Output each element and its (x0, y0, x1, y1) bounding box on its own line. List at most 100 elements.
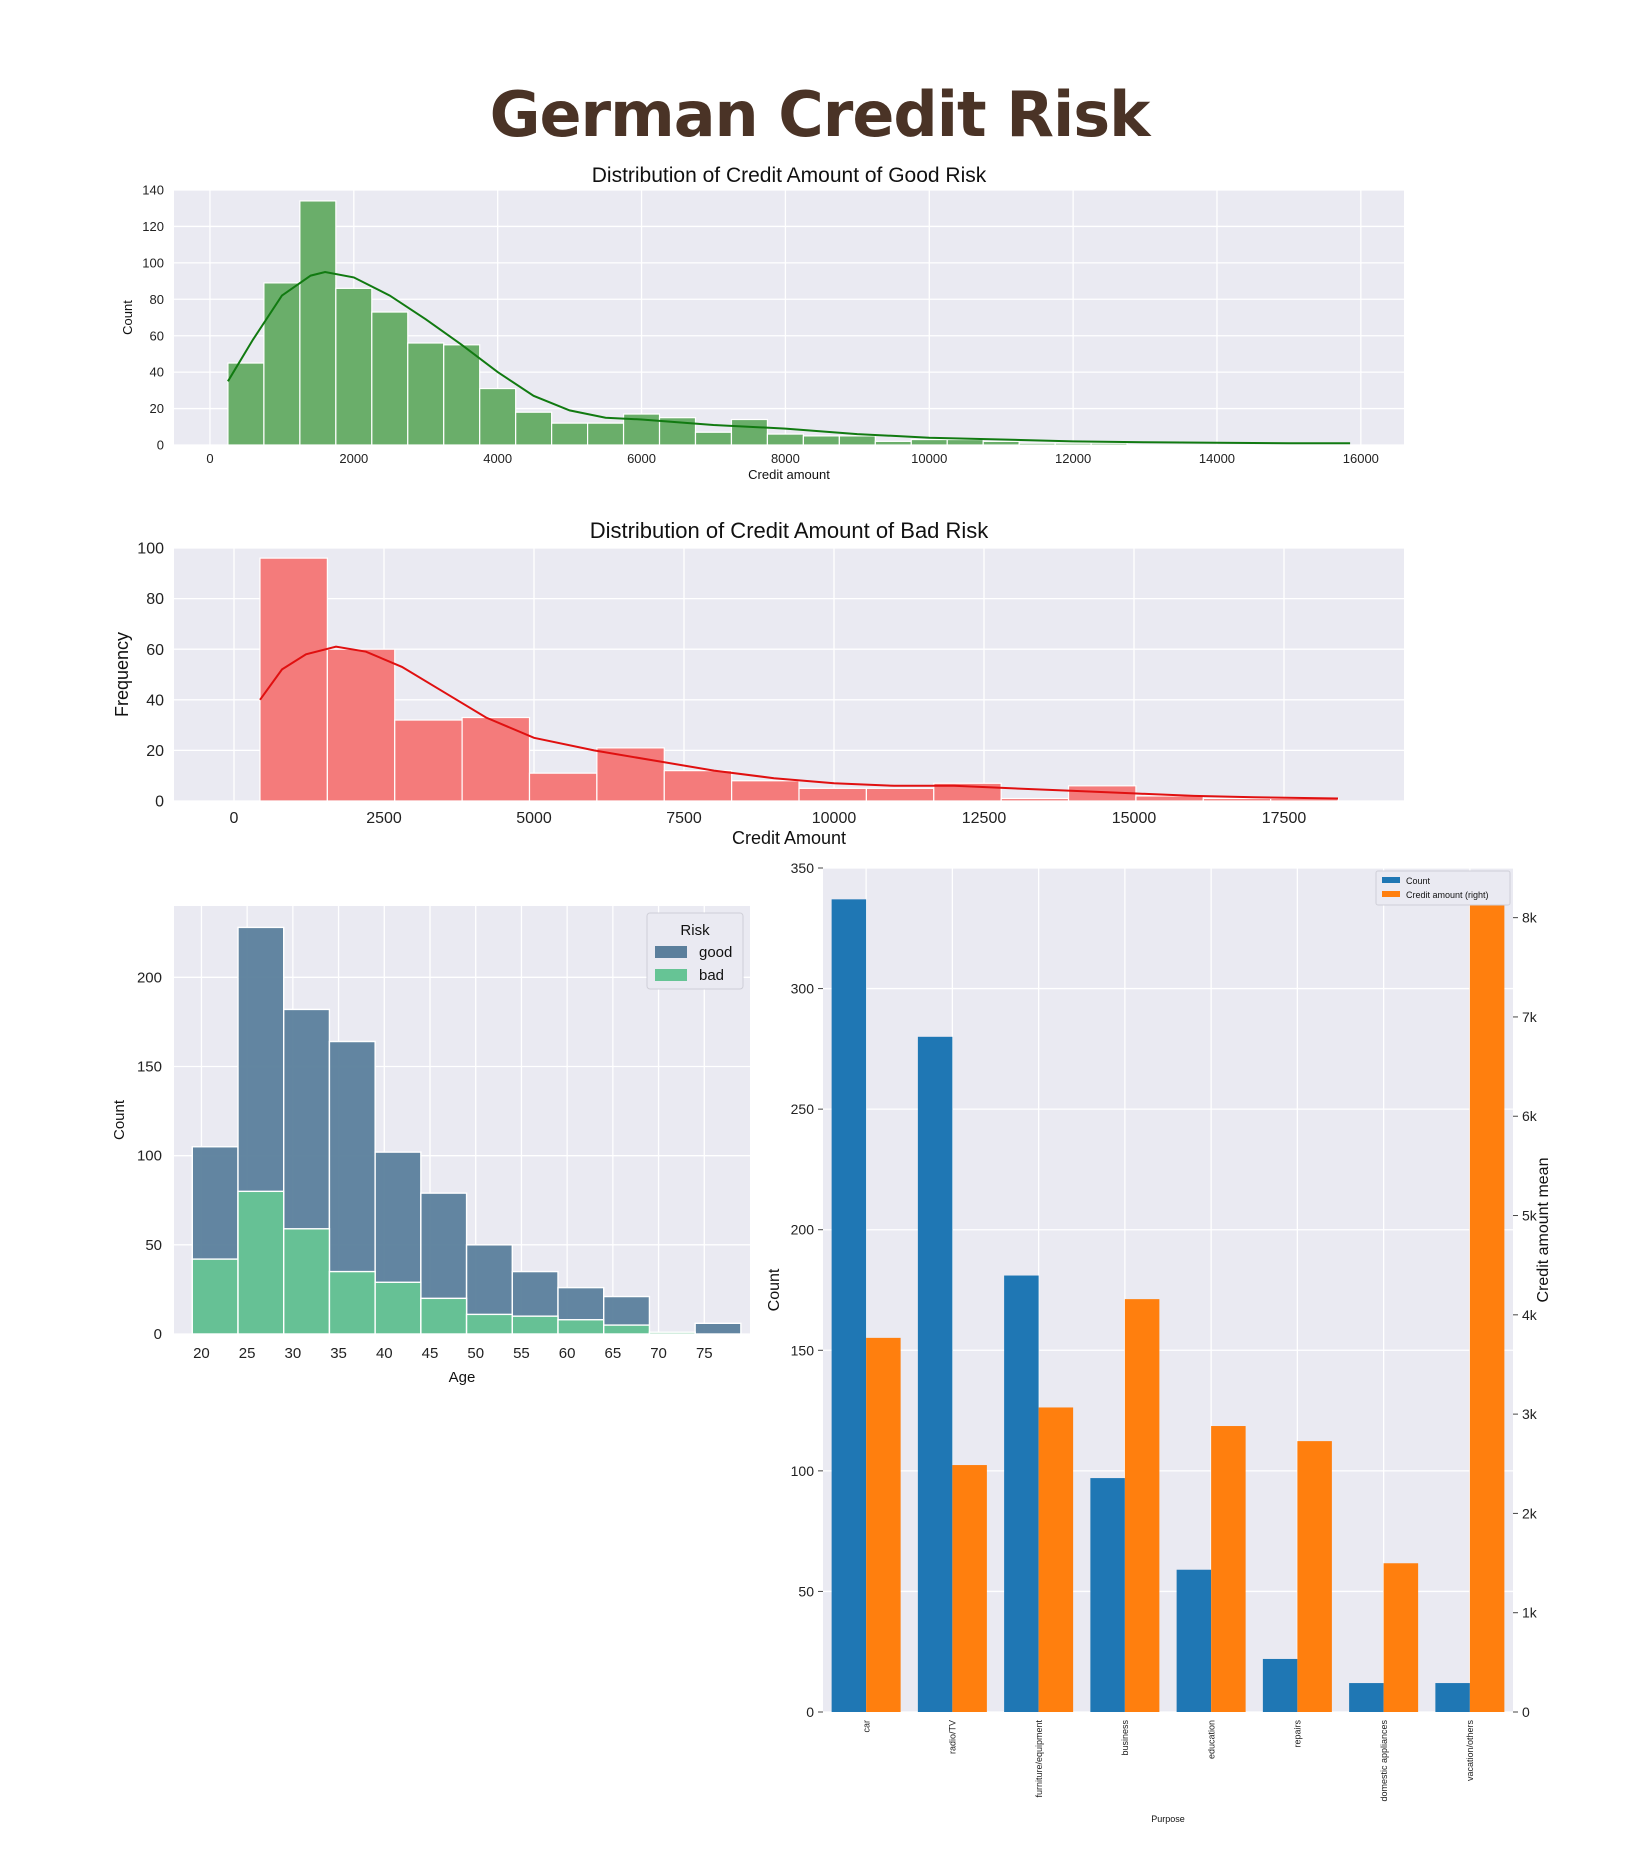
y-tick-label: 0 (806, 1704, 814, 1720)
x-tick-label: 70 (650, 1345, 667, 1362)
y-tick-label: 100 (137, 1148, 162, 1165)
count-bar (831, 899, 867, 1712)
y-tick-label: 60 (146, 642, 164, 659)
histogram-bar (479, 387, 517, 446)
histogram-bar (407, 342, 445, 446)
x-tick-label: 10000 (911, 451, 947, 466)
y-tick-label: 50 (145, 1237, 162, 1254)
age-bar-bad (283, 1228, 331, 1335)
histogram-bar (663, 770, 733, 802)
x-tick-label: 0 (230, 810, 239, 827)
x-axis-label: Credit amount (748, 467, 830, 482)
y-tick-label: 200 (791, 1222, 815, 1238)
x-tick-label: 12500 (962, 810, 1007, 827)
y-right-tick-label: 2k (1522, 1505, 1538, 1521)
credit-amount-bar (1297, 1441, 1332, 1712)
histogram-bar (335, 287, 373, 446)
x-tick-label: repairs (1293, 1720, 1303, 1748)
count-bar (1349, 1683, 1384, 1712)
legend-box (1375, 870, 1511, 906)
histogram-bar (730, 418, 769, 446)
credit-amount-bar (1124, 1299, 1160, 1712)
x-tick-label: 6000 (627, 451, 656, 466)
y-right-tick-label: 3k (1522, 1406, 1538, 1422)
y-tick-label: 140 (142, 183, 164, 198)
histogram-bar (299, 200, 337, 446)
x-tick-label: 8000 (771, 451, 800, 466)
count-bar (1435, 1683, 1470, 1712)
y-tick-label: 100 (142, 255, 164, 270)
x-tick-label: domestic appliances (1379, 1720, 1389, 1802)
x-tick-label: furniture/equipment (1034, 1720, 1044, 1798)
x-axis-label: Purpose (1151, 1814, 1185, 1824)
y-right-tick-label: 8k (1522, 910, 1538, 926)
x-tick-label: education (1206, 1720, 1216, 1759)
y-right-tick-label: 0 (1522, 1704, 1530, 1720)
y-tick-label: 150 (791, 1342, 815, 1358)
y-tick-label: 250 (791, 1101, 815, 1117)
y-axis-label: Count (120, 300, 135, 335)
x-tick-label: 25 (239, 1345, 256, 1362)
legend-label: Credit amount (right) (1406, 890, 1489, 900)
y-tick-label: 150 (137, 1059, 162, 1076)
x-tick-label: vacation/others (1465, 1720, 1475, 1782)
y-tick-label: 0 (157, 438, 164, 453)
count-bar (917, 1036, 953, 1712)
x-tick-label: car (861, 1720, 871, 1733)
legend-swatch (1382, 877, 1400, 883)
histogram-bar (326, 648, 396, 802)
y-tick-label: 100 (137, 541, 164, 558)
count-bar (1090, 1478, 1125, 1712)
age-bar-bad (648, 1331, 696, 1335)
chart-title: Distribution of Credit Amount of Good Ri… (592, 164, 987, 187)
x-tick-label: 45 (422, 1345, 439, 1362)
credit-amount-bar (952, 1465, 987, 1712)
page-title: German Credit Risk (489, 78, 1151, 151)
x-tick-label: 35 (330, 1345, 347, 1362)
chart-title: Distribution of Credit Amount of Bad Ris… (590, 518, 990, 543)
legend-swatch-bad (655, 969, 687, 981)
legend-label: Count (1406, 876, 1431, 886)
x-tick-label: 55 (513, 1345, 530, 1362)
x-tick-label: 60 (559, 1345, 576, 1362)
age-bar-good (694, 1322, 742, 1335)
count-bar (1176, 1569, 1212, 1712)
y-right-axis-label: Credit amount mean (1535, 1158, 1552, 1303)
x-axis-label: Credit Amount (732, 828, 846, 848)
x-tick-label: 20 (193, 1345, 210, 1362)
credit-amount-bar (1211, 1426, 1246, 1712)
x-tick-label: radio/TV (948, 1720, 958, 1754)
count-bar (1004, 1275, 1039, 1712)
x-tick-label: 16000 (1343, 451, 1379, 466)
x-tick-label: 7500 (666, 810, 702, 827)
y-tick-label: 300 (791, 981, 815, 997)
x-tick-label: 4000 (483, 451, 512, 466)
kde-line (259, 645, 1339, 800)
y-tick-label: 20 (146, 743, 164, 760)
kde-line (227, 270, 1351, 445)
x-tick-label: 75 (696, 1345, 713, 1362)
histogram-bar (443, 344, 481, 446)
histogram-bar (227, 362, 265, 446)
count-bar (1262, 1658, 1298, 1712)
histogram-bar (528, 772, 598, 802)
credit-amount-bar (866, 1337, 901, 1712)
age-bar-bad (191, 1258, 239, 1335)
credit-amount-bar (1383, 1563, 1419, 1712)
histogram-bar (263, 282, 301, 446)
age-bar-bad (237, 1190, 285, 1335)
x-tick-label: 50 (467, 1345, 484, 1362)
x-tick-label: business (1120, 1720, 1130, 1756)
credit-amount-bar (1469, 896, 1505, 1712)
y-tick-label: 40 (150, 365, 164, 380)
x-tick-label: 10000 (812, 810, 857, 827)
y-tick-label: 0 (155, 794, 164, 811)
y-tick-label: 80 (146, 591, 164, 608)
legend-swatch (1382, 891, 1400, 897)
y-tick-label: 50 (798, 1583, 814, 1599)
credit-amount-bar (1038, 1407, 1074, 1712)
